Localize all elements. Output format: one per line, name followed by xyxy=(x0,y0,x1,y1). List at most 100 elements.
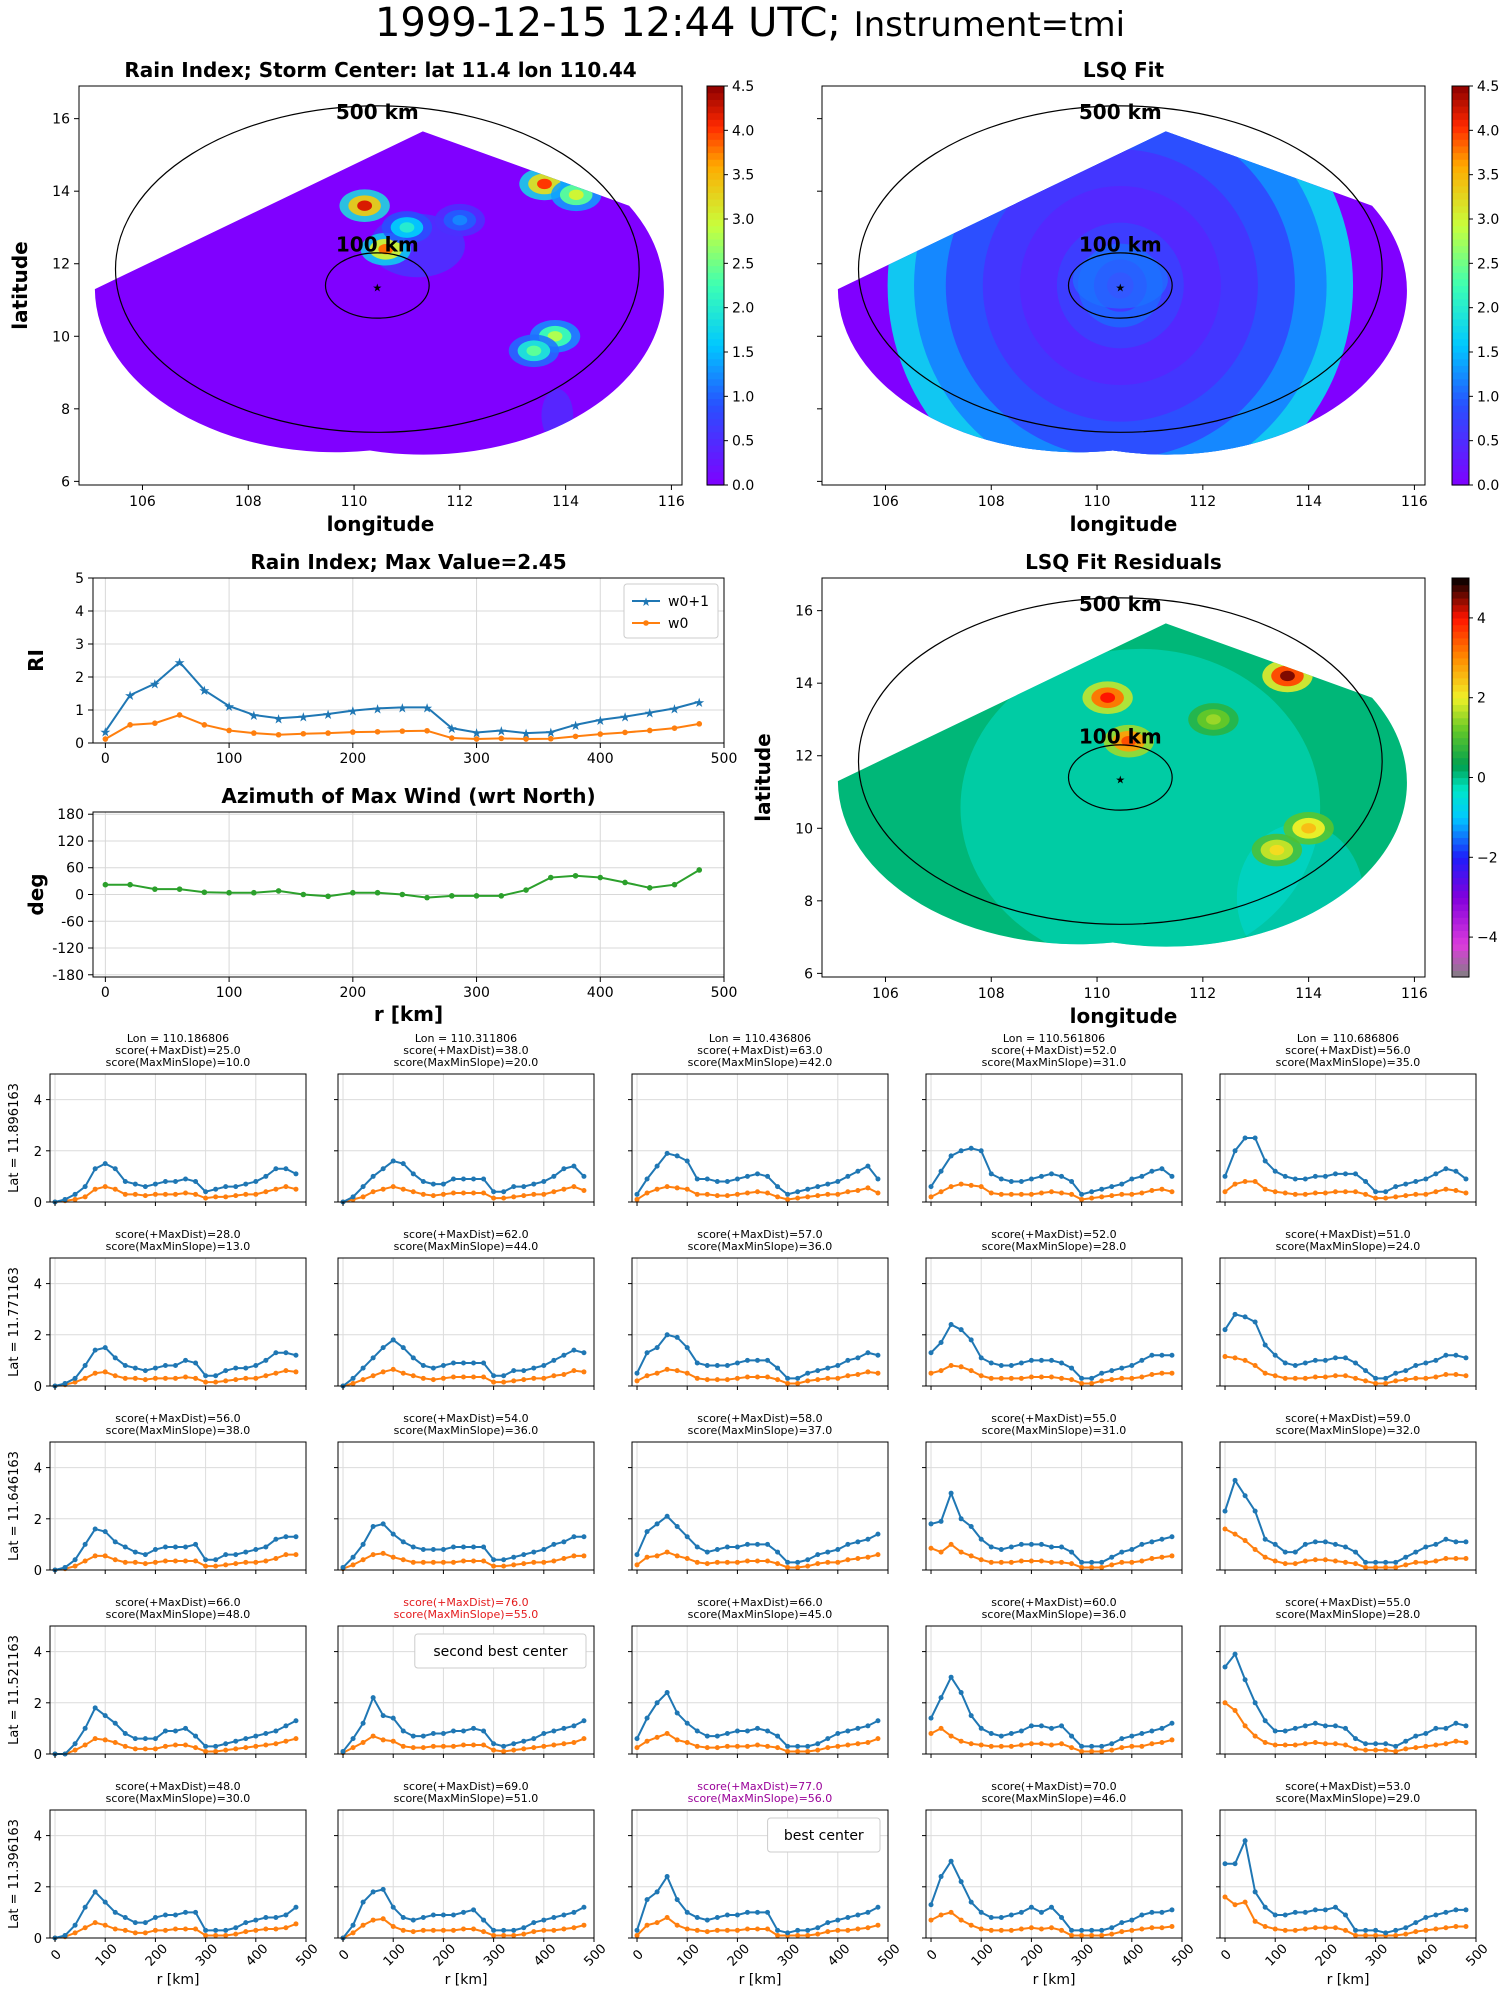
orange-series-marker xyxy=(1222,1354,1228,1360)
colorbar-segment xyxy=(1452,252,1469,260)
blue-series-marker xyxy=(263,1544,269,1550)
y-tick-label: 8 xyxy=(804,894,813,910)
orange-series-marker xyxy=(1353,1189,1359,1195)
orange-series-marker xyxy=(1413,1929,1419,1935)
blue-series-marker xyxy=(654,1163,660,1169)
orange-series-marker xyxy=(805,1378,811,1384)
orange-series-marker xyxy=(1119,1559,1125,1565)
orange-series-marker xyxy=(1099,1378,1105,1384)
orange-series-marker xyxy=(644,1373,650,1379)
orange-series-marker xyxy=(1079,1564,1085,1570)
orange-series-marker xyxy=(1302,1558,1308,1564)
blue-series-marker xyxy=(1119,1549,1125,1555)
score-maxdist: score(+MaxDist)=52.0 xyxy=(991,1044,1116,1057)
blue-series-marker xyxy=(263,1731,269,1737)
grid-cell: score(MaxMinSlope)=36.0score(+MaxDist)=6… xyxy=(922,1596,1183,1758)
blue-series-marker xyxy=(1363,1927,1369,1933)
blue-series-marker xyxy=(734,1728,740,1734)
line-title: Azimuth of Max Wind (wrt North) xyxy=(221,784,595,808)
orange-series-marker xyxy=(1129,1191,1135,1197)
blue-series-marker xyxy=(1149,1352,1155,1358)
blue-series-marker xyxy=(350,1736,356,1742)
blue-series-marker xyxy=(450,1176,456,1182)
blue-series-marker xyxy=(1129,1547,1135,1553)
orange-series-marker xyxy=(1463,1739,1469,1745)
orange-series-marker xyxy=(531,1929,537,1935)
colorbar-tick-label: 0.0 xyxy=(1477,478,1499,494)
orange-series-marker xyxy=(865,1554,871,1560)
orange-series-marker xyxy=(501,1195,507,1201)
blue-series-marker xyxy=(815,1184,821,1190)
orange-series-marker xyxy=(193,1745,199,1751)
blue-series-marker xyxy=(1443,1352,1449,1358)
blue-series-marker xyxy=(1169,1720,1175,1726)
orange-series-marker xyxy=(835,1375,841,1381)
x-tick-label: 100 xyxy=(216,751,243,767)
orange-series-marker xyxy=(1282,1561,1288,1567)
colorbar-segment xyxy=(707,86,724,94)
blue-series-marker xyxy=(1282,1360,1288,1366)
orange-series-marker xyxy=(183,1926,189,1932)
cell-frame xyxy=(925,1625,1183,1755)
blue-series-marker xyxy=(875,1904,881,1910)
orange-series-marker xyxy=(938,1725,944,1731)
blue-series-marker xyxy=(410,1733,416,1739)
colorbar-segment xyxy=(707,145,724,154)
series-marker: ★ xyxy=(273,712,285,727)
blue-series-marker xyxy=(541,1731,547,1737)
orange-series-marker xyxy=(471,1374,477,1380)
score-maxdist: score(+MaxDist)=69.0 xyxy=(403,1780,528,1793)
blue-series-marker xyxy=(1383,1375,1389,1381)
colorbar-segment xyxy=(1452,737,1469,745)
blue-series-marker xyxy=(1403,1554,1409,1560)
blue-series-marker xyxy=(855,1539,861,1545)
blue-series-marker xyxy=(968,1713,974,1719)
series-marker xyxy=(449,893,455,899)
orange-series-marker xyxy=(1292,1375,1298,1381)
blue-series-marker xyxy=(1262,1536,1268,1542)
orange-series-marker xyxy=(714,1745,720,1751)
colorbar-segment xyxy=(707,119,724,127)
orange-series-marker xyxy=(92,1920,98,1926)
blue-series-marker xyxy=(1272,1352,1278,1358)
colorbar-tick-label: 2.0 xyxy=(1477,301,1499,317)
orange-series-marker xyxy=(765,1558,771,1564)
grid-cell: score(MaxMinSlope)=42.0score(+MaxDist)=6… xyxy=(628,1032,889,1206)
blue-series-marker xyxy=(142,1368,148,1374)
score-maxdist: score(+MaxDist)=51.0 xyxy=(1285,1228,1410,1241)
blue-series-marker xyxy=(1008,1912,1014,1918)
orange-series-marker xyxy=(724,1559,730,1565)
blue-series-marker xyxy=(491,1927,497,1933)
orange-series-marker xyxy=(998,1743,1004,1749)
orange-series-marker xyxy=(531,1559,537,1565)
blue-series-marker xyxy=(1453,1720,1459,1726)
colorbar-segment xyxy=(707,325,724,333)
blue-series-marker xyxy=(511,1554,517,1560)
blue-series-marker xyxy=(82,1363,88,1369)
blue-series-marker xyxy=(213,1557,219,1563)
score-maxminslope: score(MaxMinSlope)=36.0 xyxy=(394,1424,539,1437)
orange-series-marker xyxy=(1028,1558,1034,1564)
blue-series-marker xyxy=(203,1557,209,1563)
blue-series-marker xyxy=(634,1191,640,1197)
orange-series-marker xyxy=(1169,1189,1175,1195)
blue-series-marker xyxy=(805,1927,811,1933)
blue-series-marker xyxy=(172,1544,178,1550)
blue-series-marker xyxy=(293,1718,299,1724)
colorbar-segment xyxy=(1452,219,1469,227)
orange-series-marker xyxy=(775,1932,781,1938)
colorbar-segment xyxy=(707,265,724,273)
score-maxdist: score(+MaxDist)=25.0 xyxy=(115,1044,240,1057)
azimuth-profile: 0 100 200 300 400 500180120600-60-120-180Azim… xyxy=(24,784,737,1026)
blue-series-marker xyxy=(491,1741,497,1747)
cell-frame xyxy=(49,1073,307,1203)
orange-series-marker xyxy=(162,1558,168,1564)
orange-series-marker xyxy=(400,1927,406,1933)
orange-series-marker xyxy=(551,1927,557,1933)
blue-series-marker xyxy=(938,1874,944,1880)
orange-series-marker xyxy=(243,1929,249,1935)
blue-series-marker xyxy=(521,1552,527,1558)
orange-series-marker xyxy=(1119,1929,1125,1935)
blue-series-marker xyxy=(938,1518,944,1524)
